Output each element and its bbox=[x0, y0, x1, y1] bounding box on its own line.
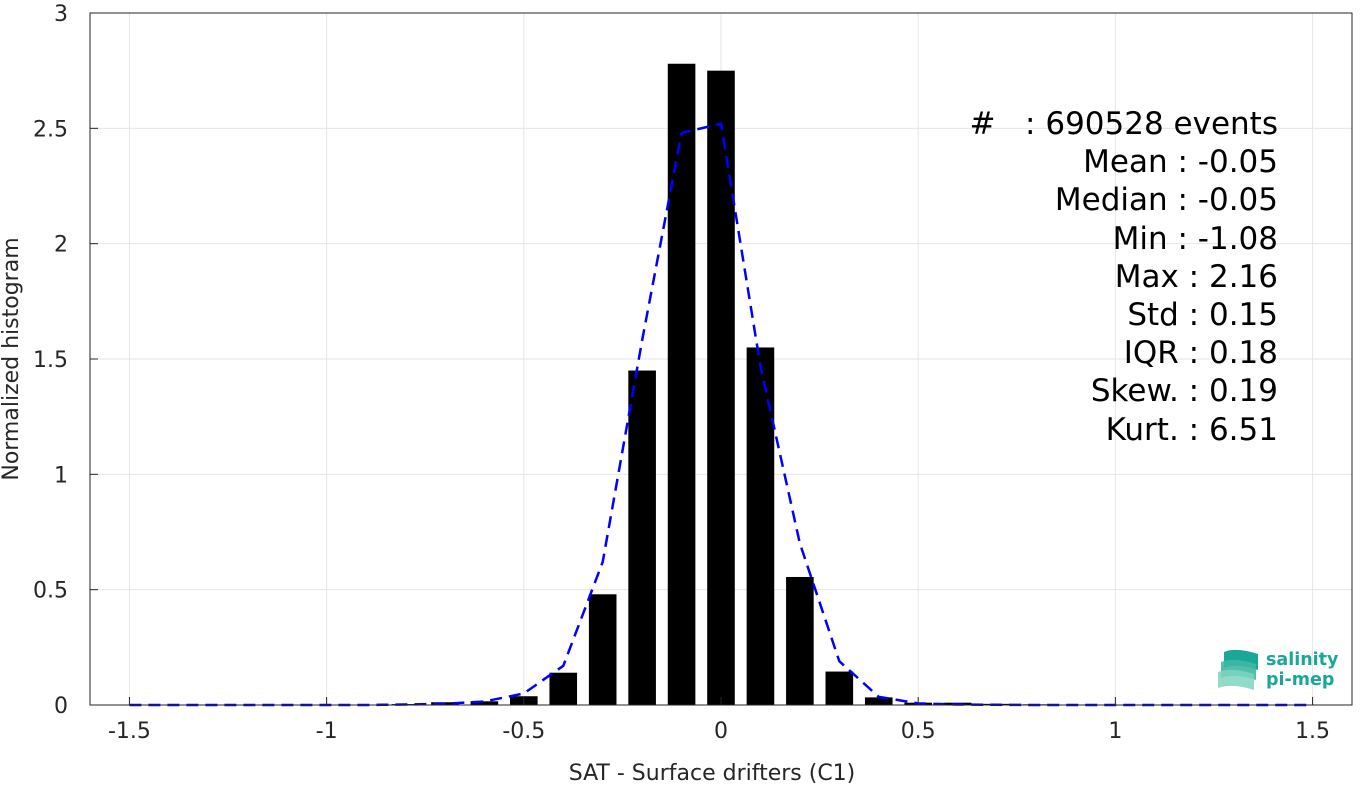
histogram-bar bbox=[667, 63, 696, 706]
histogram-bar bbox=[628, 370, 656, 705]
histogram-bar bbox=[549, 672, 578, 705]
stat-std: Std : 0.15 bbox=[1127, 297, 1278, 334]
histogram-bar bbox=[470, 701, 499, 705]
y-tick-label: 3 bbox=[54, 2, 68, 27]
stat-skew: Skew. : 0.19 bbox=[1090, 373, 1278, 410]
x-tick-label: -0.5 bbox=[502, 719, 545, 744]
stat-max: Max : 2.16 bbox=[1114, 258, 1278, 295]
logo-line-2: pi-mep bbox=[1266, 670, 1335, 690]
x-tick-label: 0.5 bbox=[901, 719, 936, 744]
y-tick-label: 2.5 bbox=[33, 117, 68, 142]
stat-mean: Mean : -0.05 bbox=[1083, 144, 1278, 181]
histogram-bar bbox=[588, 594, 617, 705]
statistics-panel: # : 690528 events Mean : -0.05 Median : … bbox=[970, 105, 1278, 449]
histogram-bars bbox=[115, 63, 1327, 706]
x-axis-label: SAT - Surface drifters (C1) bbox=[569, 761, 856, 785]
x-tick-label: 1.5 bbox=[1295, 719, 1330, 744]
stat-kurt: Kurt. : 6.51 bbox=[1105, 411, 1278, 448]
y-tick-label: 0.5 bbox=[33, 579, 68, 604]
y-tick-label: 2 bbox=[54, 233, 68, 258]
y-tick-label: 1.5 bbox=[33, 348, 68, 373]
x-tick-label: 1 bbox=[1108, 719, 1122, 744]
y-tick-label: 0 bbox=[54, 694, 68, 719]
y-tick-label: 1 bbox=[54, 463, 68, 488]
histogram-bar bbox=[786, 576, 814, 705]
axis-ticks: -1.5 -1 -0.5 0 0.5 1 1.5 0 0.5 1 1.5 2 2.5 3 bbox=[33, 2, 1330, 744]
stat-min: Min : -1.08 bbox=[1112, 220, 1278, 257]
histogram-bar bbox=[707, 70, 735, 705]
logo-line-1: salinity bbox=[1266, 650, 1339, 670]
stat-median: Median : -0.05 bbox=[1054, 182, 1278, 219]
x-tick-label: -1 bbox=[316, 719, 338, 744]
histogram-bar bbox=[864, 697, 893, 705]
stat-iqr: IQR : 0.18 bbox=[1123, 335, 1278, 372]
logo-waves-icon bbox=[1218, 649, 1258, 690]
salinity-pi-mep-logo: salinity pi-mep bbox=[1218, 648, 1346, 694]
histogram-bar bbox=[825, 671, 854, 705]
stat-count: # : 690528 events bbox=[969, 106, 1278, 142]
y-axis-label: Normalized histogram bbox=[0, 237, 24, 480]
x-tick-label: -1.5 bbox=[108, 719, 151, 744]
histogram-bar bbox=[746, 347, 775, 705]
x-tick-label: 0 bbox=[714, 719, 728, 744]
